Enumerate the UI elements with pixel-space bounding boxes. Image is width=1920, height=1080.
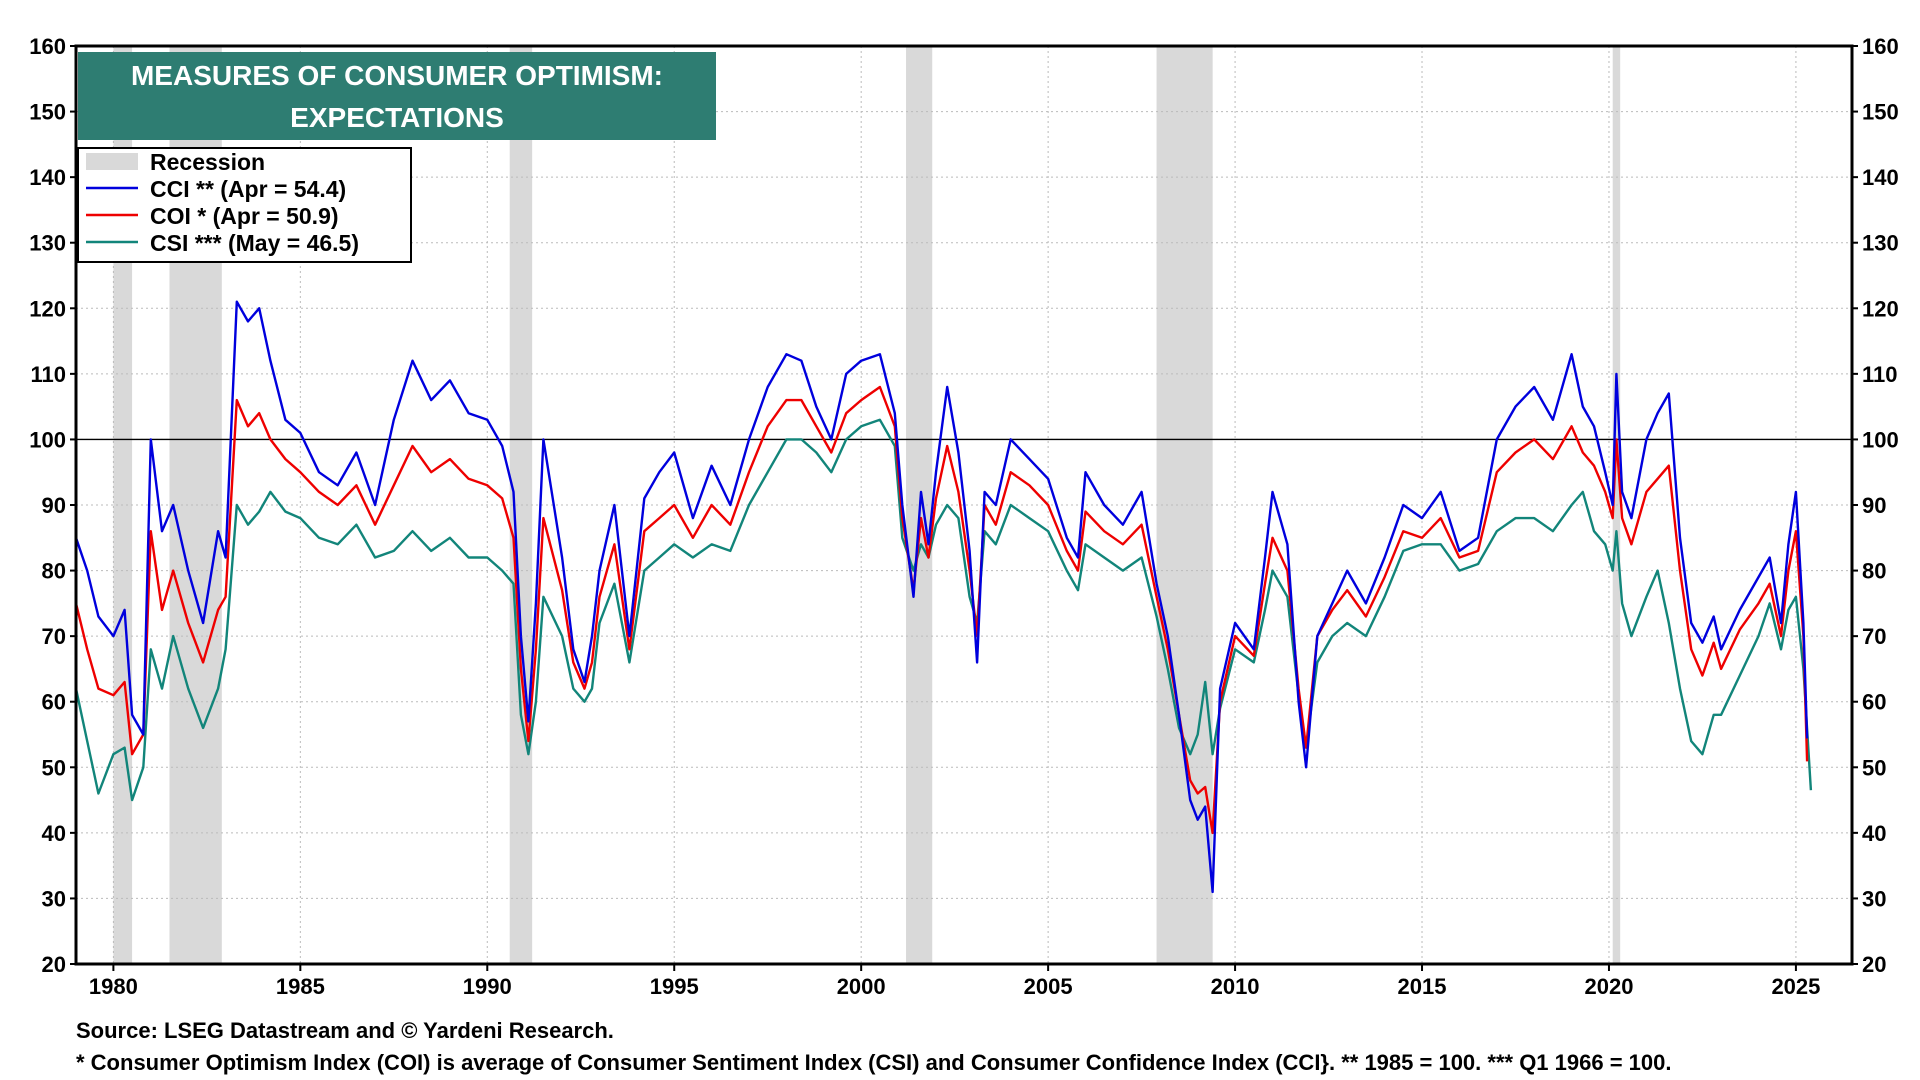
y-tick-label-right: 80 [1862,559,1886,584]
y-tick-label-right: 120 [1862,296,1899,321]
x-tick-label: 2025 [1771,974,1820,999]
x-axis-ticks: 1980 1985 1990 1995 2000 2005 2010 2015 2020 2025 [89,964,1820,999]
y-tick-label-left: 140 [29,165,66,190]
y-tick-label-right: 150 [1862,100,1899,125]
y-tick-label-right: 110 [1862,362,1898,387]
source-note: Source: LSEG Datastream and © Yardeni Re… [76,1018,614,1043]
y-tick-label-left: 80 [42,559,66,584]
y-tick-label-left: 100 [29,427,66,452]
y-tick-label-right: 20 [1862,952,1886,977]
recession-band-4 [1156,46,1213,964]
series-line-coi [74,385,1809,835]
legend-label-csi: CSI *** (May = 46.5) [150,230,359,256]
x-tick-label: 2020 [1584,974,1633,999]
series-line-cci [74,300,1809,894]
y-tick-label-left: 150 [29,100,66,125]
y-tick-label-right: 100 [1862,427,1899,452]
y-tick-label-left: 50 [42,755,66,780]
footnote: * Consumer Optimism Index (COI) is avera… [76,1050,1672,1075]
y-tick-label-left: 120 [29,296,66,321]
y-tick-label-left: 20 [42,952,66,977]
y-tick-label-right: 40 [1862,821,1886,846]
y-tick-label-right: 30 [1862,886,1886,911]
y-tick-label-right: 90 [1862,493,1886,518]
y-tick-label-right: 60 [1862,690,1886,715]
x-tick-label: 2000 [837,974,886,999]
legend-label-recession: Recession [150,149,265,175]
y-tick-label-right: 50 [1862,755,1886,780]
series-line-csi [74,418,1813,802]
legend-swatch-recession [86,153,138,170]
legend-label-cci: CCI ** (Apr = 54.4) [150,176,346,202]
chart-title: MEASURES OF CONSUMER OPTIMISM: [131,60,663,91]
x-tick-label: 1990 [463,974,512,999]
y-tick-label-left: 90 [42,493,66,518]
y-tick-label-left: 60 [42,690,66,715]
y-tick-label-left: 110 [31,362,67,387]
y-tick-label-left: 130 [29,231,66,256]
x-tick-label: 2010 [1211,974,1260,999]
x-tick-label: 2005 [1024,974,1073,999]
y-tick-label-right: 160 [1862,34,1899,59]
x-tick-label: 1995 [650,974,699,999]
y-tick-label-left: 70 [42,624,66,649]
y-tick-label-left: 30 [42,886,66,911]
y-tick-label-right: 70 [1862,624,1886,649]
legend: Recession CCI ** (Apr = 54.4) COI * (Apr… [77,147,412,263]
chart: 20 30 40 50 60 70 80 90 100 110 120 130 140 150 160 20… [29,34,1899,999]
y-tick-label-left: 40 [42,821,66,846]
legend-label-coi: COI * (Apr = 50.9) [150,203,339,229]
left-axis-ticks: 20 30 40 50 60 70 80 90 100 110 120 130 140 150 160 [29,34,76,977]
y-tick-label-right: 130 [1862,231,1899,256]
x-tick-label: 2015 [1398,974,1447,999]
y-tick-label-right: 140 [1862,165,1899,190]
chart-subtitle: EXPECTATIONS [290,102,504,133]
y-tick-label-left: 160 [29,34,66,59]
x-tick-label: 1980 [89,974,138,999]
series-lines [74,300,1813,894]
right-axis-ticks: 20 30 40 50 60 70 80 90 100 110 120 130 140 150 160 [1852,34,1899,977]
title-box: MEASURES OF CONSUMER OPTIMISM: EXPECTATI… [78,52,716,140]
x-tick-label: 1985 [276,974,325,999]
